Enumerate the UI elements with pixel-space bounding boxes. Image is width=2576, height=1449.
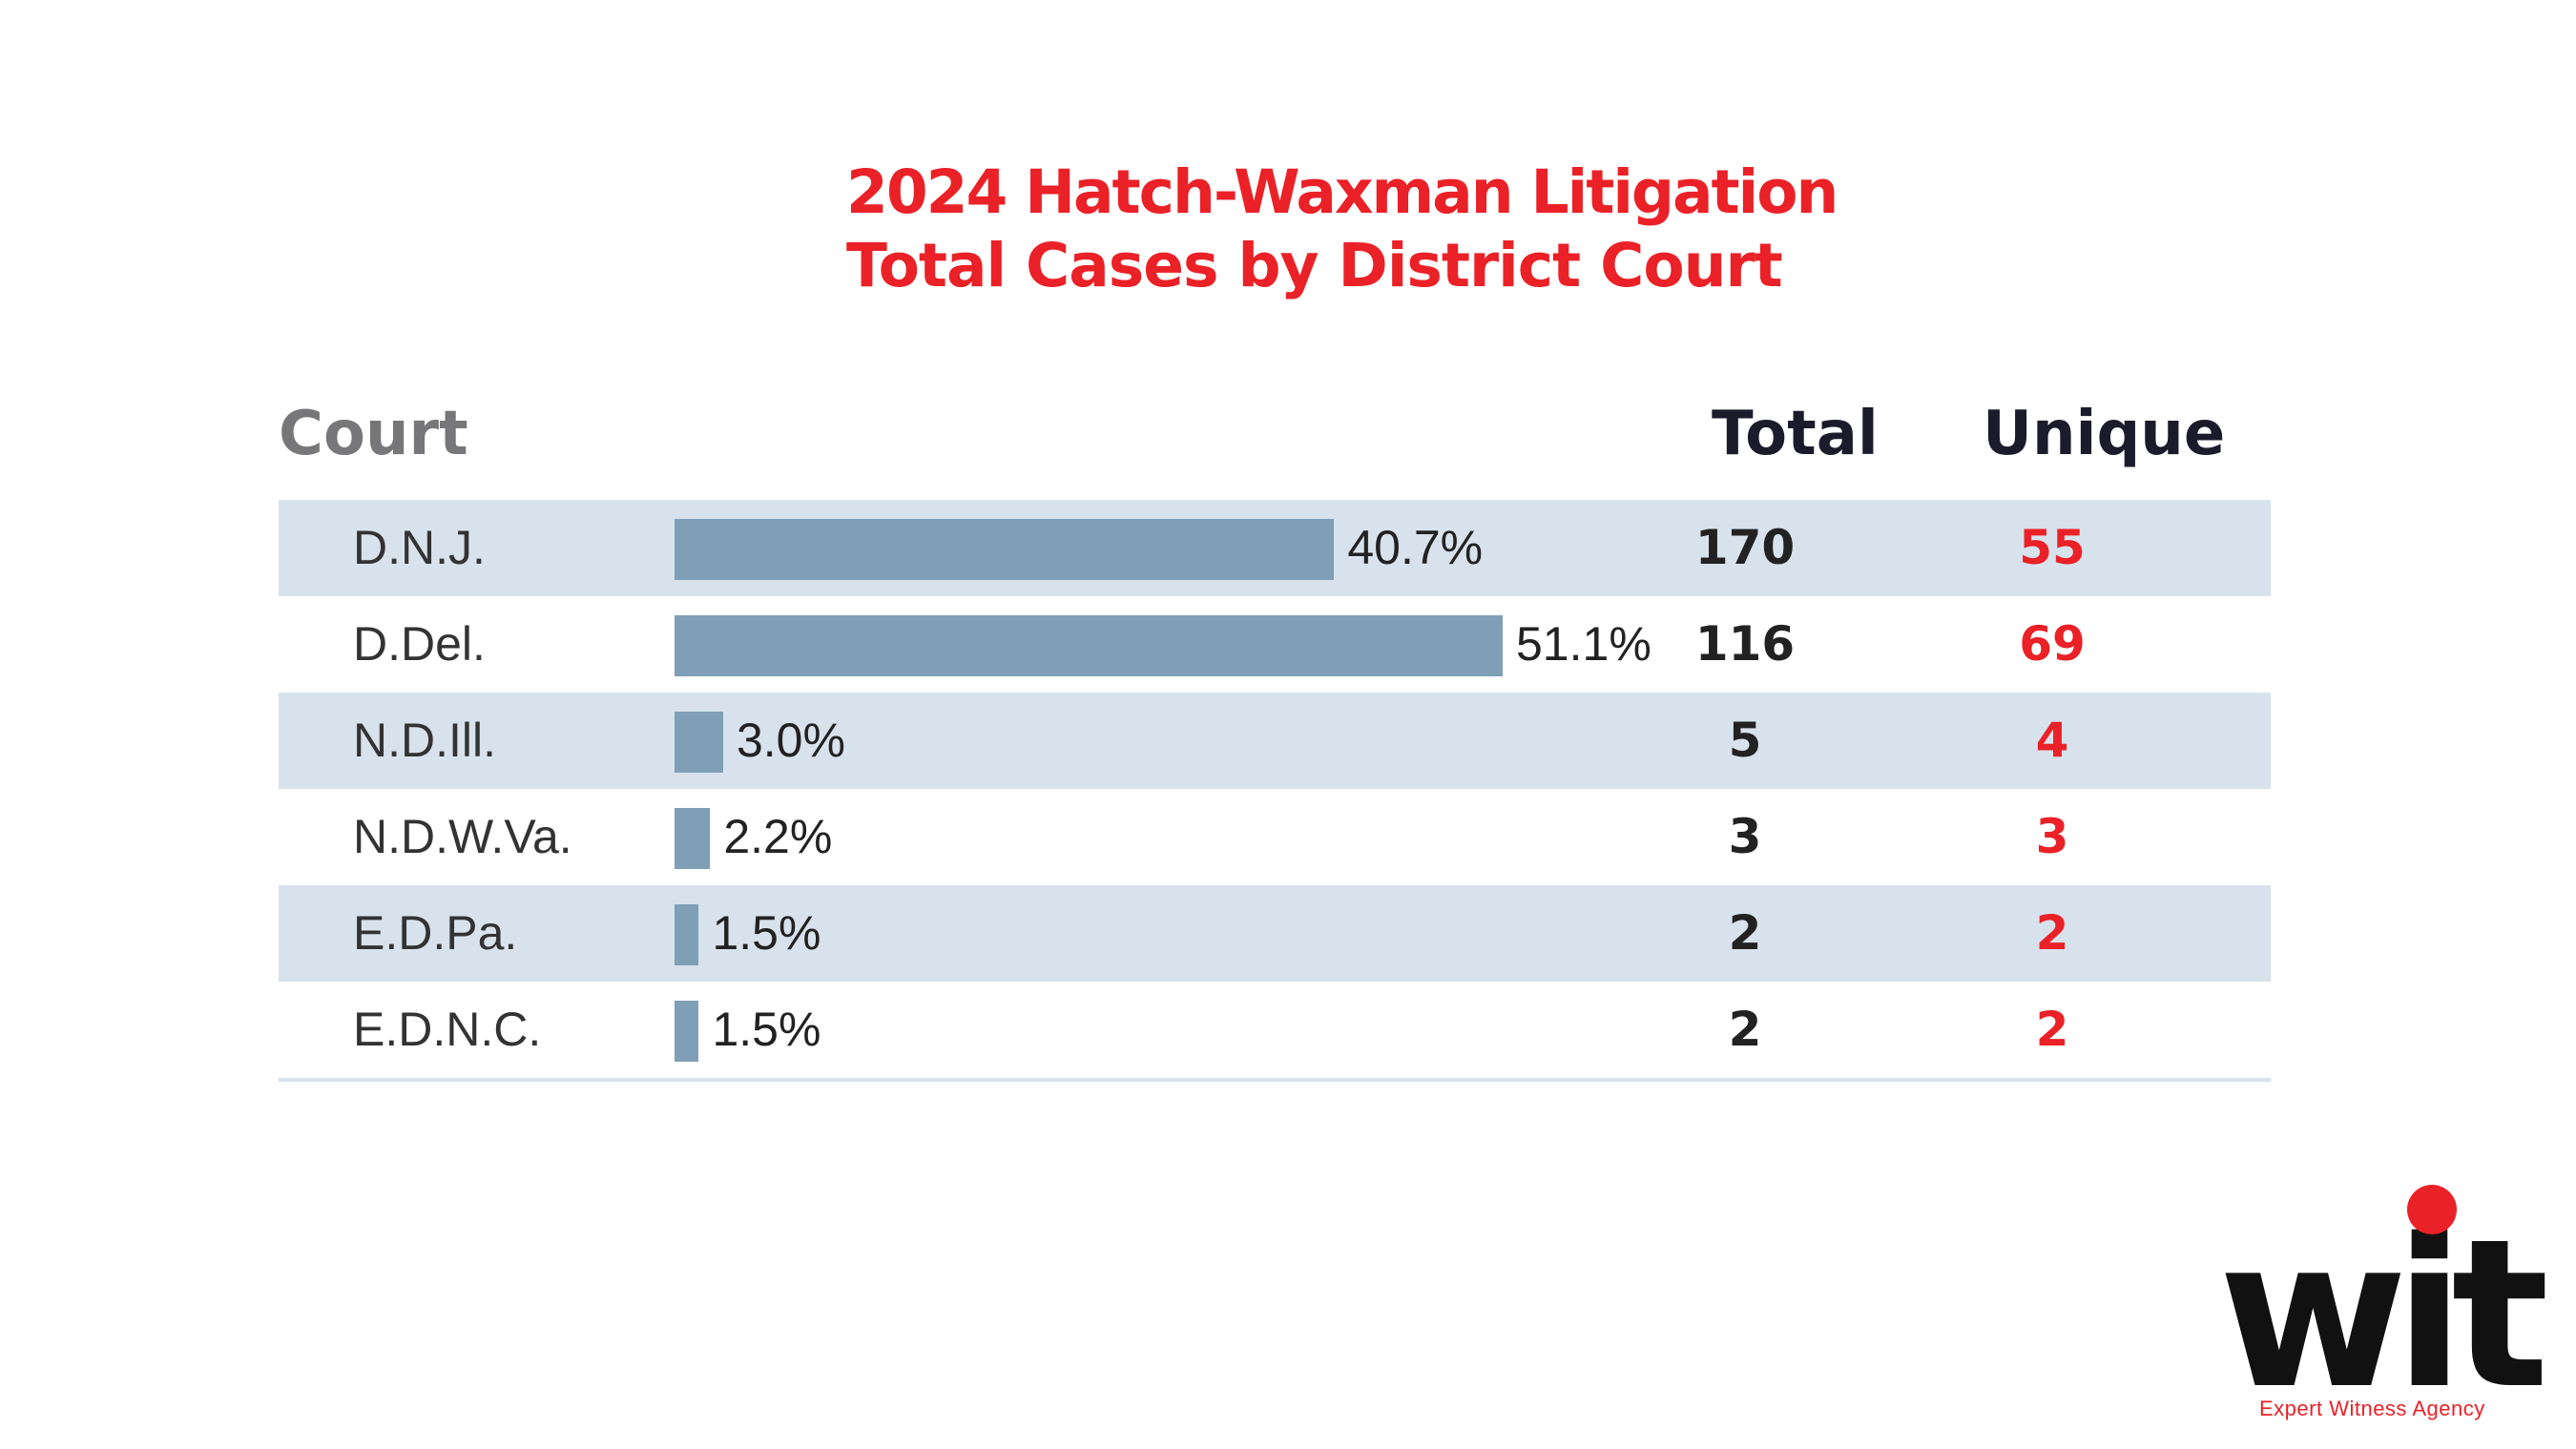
percentage-label: 40.7%: [1347, 521, 1484, 574]
title-line-2: Total Cases by District Court: [846, 231, 1783, 300]
total-header: Total: [1712, 399, 1879, 469]
wit-logo: wit: [2218, 1185, 2558, 1431]
percentage-label: 51.1%: [1516, 617, 1652, 671]
court-label: E.D.N.C.: [353, 1003, 542, 1056]
total-cell: 2: [1728, 905, 1762, 961]
unique-cell: 3: [2035, 809, 2069, 864]
table-row: D.Del. 51.1% 116 69: [279, 596, 2271, 693]
percentage-bar: [675, 904, 699, 965]
percentage-label: 2.2%: [723, 810, 833, 863]
unique-cell: 69: [2019, 616, 2086, 672]
percentage-bar: [675, 712, 723, 773]
logo-dot: [2407, 1185, 2457, 1234]
percentage-label: 1.5%: [712, 906, 821, 960]
logo-wordmark: wit: [2218, 1194, 2545, 1431]
percentage-bar: [675, 615, 1503, 676]
percentage-bar: [675, 1001, 699, 1062]
table-row: N.D.Ill. 3.0% 5 4: [279, 693, 2271, 789]
unique-header: Unique: [1983, 399, 2226, 469]
court-table: D.N.J. 40.7% 170 55 D.Del. 51.1% 116 69 N.D.Ill.…: [279, 500, 2271, 1078]
total-cell: 3: [1728, 809, 1762, 864]
table-row: D.N.J. 40.7% 170 55: [279, 500, 2271, 596]
total-cell: 116: [1694, 616, 1796, 672]
title-line-1: 2024 Hatch-Waxman Litigation: [846, 157, 1839, 227]
court-label: D.N.J.: [353, 521, 486, 574]
table-bottom-rule: [279, 1078, 2271, 1082]
unique-cell: 55: [2019, 520, 2086, 575]
total-cell: 5: [1728, 713, 1762, 768]
total-cell: 170: [1694, 520, 1796, 575]
table-row: N.D.W.Va. 2.2% 3 3: [279, 789, 2271, 885]
total-cell: 2: [1728, 1002, 1762, 1057]
court-label: N.D.Ill.: [353, 714, 496, 767]
court-label: E.D.Pa.: [353, 906, 518, 960]
logo-tagline: Expert Witness Agency: [2259, 1397, 2485, 1420]
percentage-bar: [675, 808, 711, 869]
court-label: D.Del.: [353, 617, 486, 671]
court-header: Court: [279, 399, 468, 469]
percentage-label: 3.0%: [736, 714, 845, 767]
table-row: E.D.Pa. 1.5% 2 2: [279, 885, 2271, 982]
court-label: N.D.W.Va.: [353, 810, 572, 863]
table-row: E.D.N.C. 1.5% 2 2: [279, 982, 2271, 1078]
percentage-label: 1.5%: [712, 1003, 821, 1056]
unique-cell: 4: [2035, 713, 2069, 768]
percentage-bar: [675, 519, 1335, 580]
unique-cell: 2: [2035, 905, 2069, 961]
unique-cell: 2: [2035, 1002, 2069, 1057]
